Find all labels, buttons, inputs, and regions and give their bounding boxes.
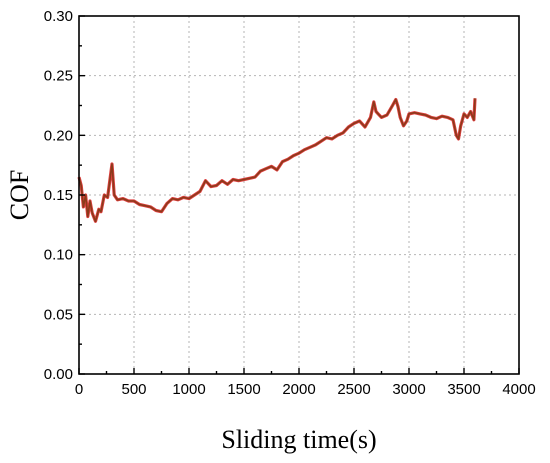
x-tick-label: 2500 [337, 381, 370, 398]
y-axis-title: COF [5, 170, 34, 221]
x-tick-label: 4000 [502, 381, 535, 398]
grid-lines [79, 16, 519, 374]
x-tick-labels: 0 500 1000 1500 2000 2500 3000 3500 4000 [75, 381, 536, 398]
x-tick-label: 500 [121, 381, 146, 398]
y-tick-labels: 0.00 0.05 0.10 0.15 0.20 0.25 0.30 [44, 8, 73, 383]
series-line-highlight [77, 97, 477, 223]
y-tick-label: 0.00 [44, 366, 73, 383]
axis-ticks [78, 15, 520, 375]
x-tick-label: 1000 [172, 381, 205, 398]
x-tick-label: 0 [75, 381, 83, 398]
x-tick-label: 3500 [447, 381, 480, 398]
y-tick-label: 0.25 [44, 68, 73, 85]
series-line [78, 98, 476, 223]
y-tick-label: 0.05 [44, 306, 73, 323]
y-tick-label: 0.10 [44, 247, 73, 264]
y-tick-label: 0.20 [44, 127, 73, 144]
x-tick-label: 3000 [392, 381, 425, 398]
x-tick-label: 1500 [227, 381, 260, 398]
x-tick-label: 2000 [282, 381, 315, 398]
y-tick-label: 0.30 [44, 8, 73, 25]
y-tick-label: 0.15 [44, 187, 73, 204]
series-layer [77, 97, 477, 223]
x-axis-title: Sliding time(s) [221, 425, 376, 454]
